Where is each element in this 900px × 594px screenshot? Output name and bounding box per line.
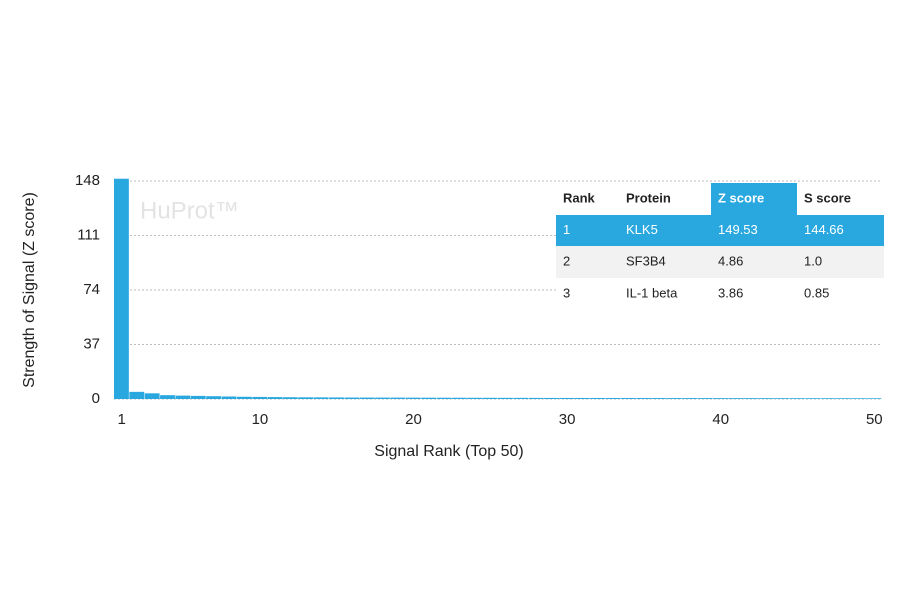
bar [236, 396, 252, 399]
bar [866, 398, 882, 399]
bar [390, 397, 406, 399]
bar [651, 398, 667, 399]
y-tick-label: 74 [83, 281, 100, 298]
bar [835, 398, 851, 399]
bar [774, 398, 790, 399]
bar [436, 397, 452, 399]
x-tick-label: 50 [866, 411, 883, 428]
x-tick-label: 10 [252, 411, 269, 428]
table-cell: KLK5 [626, 222, 658, 237]
bar [344, 397, 360, 399]
table-header: Z score [718, 190, 764, 205]
bar [144, 393, 160, 399]
bar [329, 397, 344, 399]
y-tick-label: 37 [83, 335, 100, 352]
bar [805, 398, 821, 399]
bar [759, 398, 774, 399]
bar [743, 398, 759, 399]
watermark: HuProt™ [140, 197, 239, 224]
bar [421, 397, 437, 399]
bar [252, 396, 268, 399]
bar [605, 398, 621, 399]
table-header: S score [804, 190, 851, 205]
bar [559, 397, 575, 399]
bar [375, 397, 390, 399]
table-row-background [556, 246, 884, 278]
table-cell: IL-1 beta [626, 285, 678, 300]
bar [267, 397, 283, 399]
bar [498, 397, 513, 399]
x-tick-label: 1 [118, 411, 126, 428]
bar [636, 398, 652, 399]
bar [206, 396, 222, 399]
bar [221, 396, 237, 399]
bar [482, 397, 498, 399]
bar [544, 397, 559, 399]
bar [298, 397, 314, 399]
table-cell: 0.85 [804, 285, 829, 300]
y-tick-label: 111 [77, 226, 100, 243]
bar [129, 391, 145, 399]
bar [682, 398, 698, 399]
x-axis-label: Signal Rank (Top 50) [374, 443, 523, 460]
y-axis-label: Strength of Signal (Z score) [21, 192, 38, 388]
x-tick-label: 20 [405, 411, 422, 428]
bar [666, 398, 682, 399]
bar [160, 395, 175, 399]
bar [789, 398, 805, 399]
table-row-background [556, 215, 884, 246]
table-cell: SF3B4 [626, 253, 666, 268]
bar [467, 397, 483, 399]
bar [114, 178, 129, 399]
bar [713, 398, 728, 399]
bar [820, 398, 836, 399]
bar [282, 397, 298, 399]
bar [313, 397, 329, 399]
bar [574, 397, 590, 399]
bar [697, 398, 713, 399]
bar [190, 395, 206, 399]
table-cell: 3.86 [718, 285, 743, 300]
x-tick-label: 40 [712, 411, 729, 428]
bar [513, 397, 529, 399]
bar [851, 398, 867, 399]
y-tick-label: 148 [75, 172, 100, 189]
bar [590, 397, 606, 399]
table-cell: 1 [563, 222, 570, 237]
header-highlight [711, 183, 797, 215]
table-cell: 1.0 [804, 253, 822, 268]
table-header: Rank [563, 190, 596, 205]
bar [728, 398, 744, 399]
bar [528, 397, 544, 399]
bar [175, 395, 191, 399]
table-cell: 4.86 [718, 253, 743, 268]
table-cell: 3 [563, 285, 570, 300]
table-cell: 144.66 [804, 222, 844, 237]
table-cell: 2 [563, 253, 570, 268]
bar [405, 397, 421, 399]
bar [359, 397, 375, 399]
y-tick-label: 0 [92, 390, 100, 407]
bar [620, 398, 636, 399]
table-header: Protein [626, 190, 671, 205]
table-cell: 149.53 [718, 222, 758, 237]
x-tick-label: 30 [559, 411, 576, 428]
bar [451, 397, 467, 399]
